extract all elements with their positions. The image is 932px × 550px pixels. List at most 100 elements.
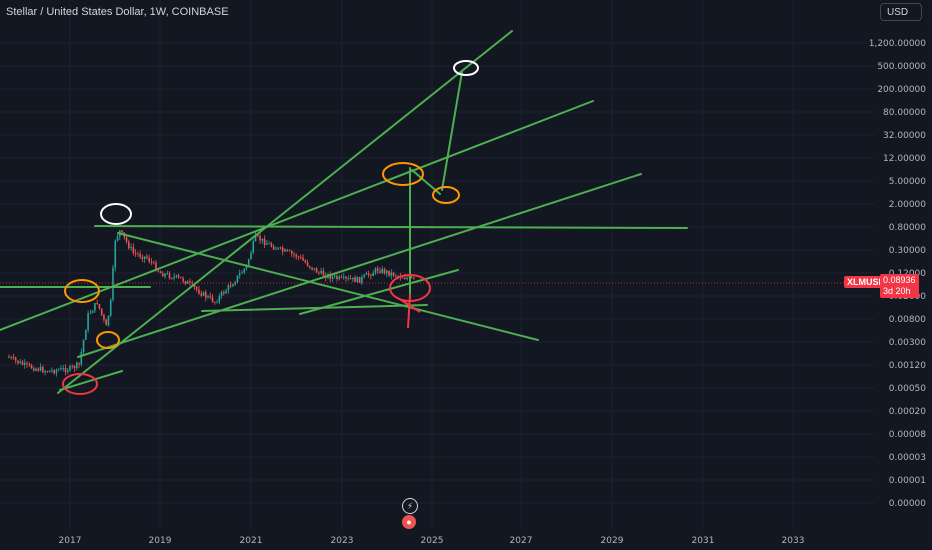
- candle-body: [295, 254, 298, 257]
- candle-body: [26, 362, 28, 364]
- candle-body: [232, 284, 234, 287]
- candle-body: [33, 368, 35, 371]
- candle-body: [388, 270, 390, 276]
- candle-body: [184, 281, 187, 284]
- candle-body: [96, 302, 98, 305]
- chart-title: Stellar / United States Dollar, 1W, COIN…: [6, 6, 229, 18]
- candle-body: [367, 273, 370, 275]
- candle-body: [146, 256, 148, 258]
- circle-marker[interactable]: [432, 186, 460, 204]
- candle-body: [410, 276, 413, 278]
- candle-body: [381, 268, 384, 273]
- candle-body: [48, 370, 51, 373]
- circle-marker[interactable]: [62, 373, 98, 395]
- candle-body: [105, 319, 107, 326]
- time-axis[interactable]: 2017 2019 2021 2023 2025 2027 2029 2031 2033: [59, 536, 805, 546]
- circle-marker[interactable]: [96, 331, 120, 349]
- cross-marker[interactable]: [407, 293, 411, 329]
- candle-body: [139, 253, 141, 257]
- y-tick-label: 80.00000: [883, 108, 926, 118]
- candle-body: [207, 296, 209, 298]
- candle-body: [227, 285, 230, 291]
- candle-body: [354, 277, 356, 283]
- candle-body: [134, 252, 137, 254]
- x-tick-label: 2033: [782, 536, 805, 546]
- candle-body: [247, 259, 250, 266]
- candle-body: [166, 273, 169, 275]
- candle-body: [23, 362, 26, 365]
- trendline[interactable]: [201, 304, 428, 312]
- candle-body: [82, 339, 85, 353]
- candle-body: [349, 278, 352, 280]
- candle-body: [198, 289, 200, 294]
- trendline[interactable]: [57, 30, 513, 394]
- candle-body: [397, 276, 399, 277]
- candle-body: [315, 268, 318, 273]
- x-tick-label: 2019: [149, 536, 172, 546]
- lightning-icon[interactable]: ⚡: [402, 498, 418, 514]
- y-tick-label: 500.00000: [877, 62, 926, 72]
- trendline-drawings[interactable]: [0, 30, 688, 395]
- y-tick-label: 2.00000: [889, 200, 926, 210]
- circle-marker[interactable]: [382, 162, 424, 186]
- trendline[interactable]: [59, 370, 123, 391]
- candle-body: [361, 276, 363, 283]
- x-tick-label: 2027: [510, 536, 533, 546]
- trendline[interactable]: [117, 232, 539, 341]
- circle-marker[interactable]: [64, 279, 100, 303]
- candle-body: [130, 247, 132, 249]
- candle-body: [379, 270, 381, 273]
- currency-button[interactable]: USD: [880, 3, 922, 21]
- candle-body: [413, 277, 415, 279]
- candle-body: [112, 267, 114, 300]
- candle-body: [306, 262, 309, 266]
- candle-body: [121, 230, 123, 233]
- trendline[interactable]: [94, 225, 688, 229]
- x-tick-label: 2031: [692, 536, 715, 546]
- candle-body: [374, 268, 377, 273]
- candle-body: [218, 295, 221, 302]
- candle-body: [270, 243, 273, 247]
- candle-body: [57, 369, 60, 371]
- candle-body: [345, 276, 347, 279]
- candle-body: [290, 251, 293, 254]
- candle-body: [293, 253, 295, 255]
- trendline[interactable]: [299, 269, 459, 315]
- candle-body: [331, 276, 334, 279]
- y-tick-label: 0.00050: [889, 384, 926, 394]
- circle-marker[interactable]: [453, 60, 479, 76]
- candle-body: [259, 235, 261, 241]
- candle-body: [385, 270, 388, 274]
- candle-body: [263, 238, 266, 245]
- candle-body: [66, 370, 69, 373]
- candle-body: [202, 292, 205, 296]
- candle-body: [164, 273, 166, 277]
- candle-body: [75, 362, 78, 369]
- candle-body: [8, 356, 10, 358]
- x-tick-label: 2025: [421, 536, 444, 546]
- candle-body: [125, 237, 128, 242]
- candle-body: [313, 268, 316, 270]
- circle-marker[interactable]: [100, 203, 132, 225]
- candle-body: [358, 276, 361, 283]
- trendline[interactable]: [441, 71, 463, 191]
- candle-body: [340, 276, 343, 278]
- candle-body: [80, 352, 83, 365]
- candle-body: [252, 241, 255, 253]
- candle-body: [141, 256, 144, 259]
- candle-body: [320, 270, 322, 273]
- candle-body: [302, 257, 304, 261]
- candle-body: [28, 363, 31, 365]
- event-flag-icon[interactable]: ●: [402, 515, 416, 529]
- candle-body: [220, 292, 223, 296]
- candle-body: [87, 313, 89, 331]
- trendline[interactable]: [77, 173, 642, 358]
- candle-body: [392, 272, 395, 276]
- candle-body: [286, 249, 288, 251]
- candle-body: [89, 313, 92, 314]
- candle-body: [250, 252, 252, 260]
- y-tick-label: 0.00003: [889, 453, 926, 463]
- candle-body: [152, 262, 155, 264]
